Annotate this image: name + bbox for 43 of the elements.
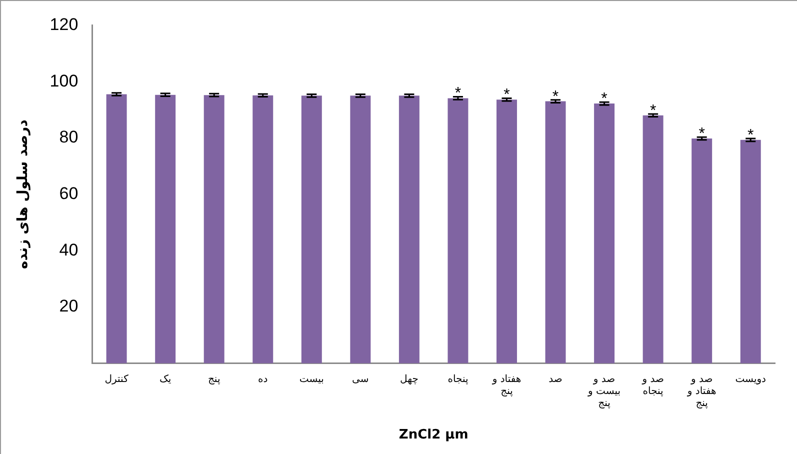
bar: [496, 100, 517, 364]
annotation: *: [698, 125, 705, 142]
bar: [106, 94, 127, 364]
bar: [692, 138, 712, 364]
x-tick-label: دویست: [735, 374, 766, 385]
bar: [398, 96, 420, 364]
y-tick-label: 80: [59, 128, 78, 147]
bar: [155, 94, 176, 364]
x-tick-label: صد: [548, 374, 562, 385]
y-axis-title: درصد سلول های زنده: [15, 120, 32, 269]
x-tick-label: پنج: [208, 374, 220, 385]
bar: [642, 115, 664, 364]
x-tick-label: هفتاد و پنج: [491, 374, 522, 397]
y-tick-label: 120: [50, 14, 78, 34]
y-tick-label: 100: [50, 71, 78, 90]
x-tick-label: یک: [159, 374, 172, 385]
x-tick-label: کنترل: [104, 374, 129, 385]
bar: [301, 96, 322, 364]
annotation: *: [454, 85, 462, 102]
annotation: *: [504, 86, 510, 104]
bar: [594, 104, 615, 364]
bar: [350, 96, 371, 364]
bar: [740, 140, 761, 364]
bar: [204, 95, 224, 364]
x-tick-label: صد و بیست و پنج: [587, 374, 621, 409]
annotation: *: [747, 126, 754, 144]
annotation: *: [552, 88, 559, 106]
y-tick-label: 40: [59, 240, 78, 260]
x-tick-label: سی: [352, 374, 369, 385]
x-axis-title: ZnCl2 µm: [398, 428, 468, 443]
x-tick-label: چهل: [400, 374, 418, 385]
bar: [448, 98, 468, 364]
annotation: *: [601, 90, 608, 108]
bar: [545, 101, 566, 364]
x-tick-label: پنجاه: [448, 374, 468, 385]
x-tick-label: صد و هفتاد و پنج: [686, 374, 716, 409]
x-tick-label: ده: [258, 374, 268, 385]
bar: [252, 95, 274, 364]
y-tick-label: 60: [59, 184, 78, 203]
y-tick-label: 20: [59, 296, 78, 316]
annotation: *: [650, 102, 656, 120]
x-tick-label: صد و پنجاه: [641, 374, 664, 397]
x-tick-label: بیست: [299, 374, 324, 385]
